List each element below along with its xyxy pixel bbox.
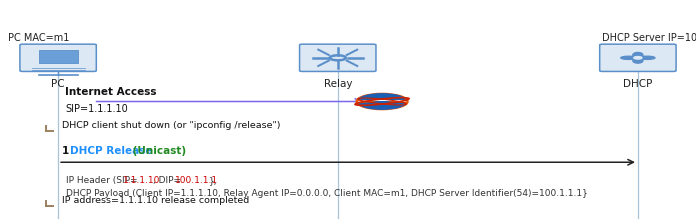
Ellipse shape <box>639 56 655 59</box>
Text: IP Header (SIP=: IP Header (SIP= <box>66 176 138 185</box>
Text: DHCP Payload (Client IP=1.1.1.10, Relay Agent IP=0.0.0.0, Client MAC=m1, DHCP Se: DHCP Payload (Client IP=1.1.1.10, Relay … <box>66 189 588 198</box>
Text: PC: PC <box>52 79 65 89</box>
Text: IP address=1.1.1.10 release completed: IP address=1.1.1.10 release completed <box>61 196 248 205</box>
FancyBboxPatch shape <box>20 44 96 71</box>
Text: Relay: Relay <box>324 79 352 89</box>
Text: DHCP: DHCP <box>623 79 653 89</box>
Ellipse shape <box>633 58 643 63</box>
FancyBboxPatch shape <box>299 44 376 71</box>
Text: (Unicast): (Unicast) <box>129 146 186 156</box>
Text: 100.1.1.1: 100.1.1.1 <box>175 176 219 185</box>
Ellipse shape <box>633 52 643 57</box>
Circle shape <box>356 93 408 110</box>
Wedge shape <box>359 101 405 109</box>
Text: Internet Access: Internet Access <box>65 87 157 97</box>
Text: SIP=1.1.1.10: SIP=1.1.1.10 <box>65 104 127 114</box>
Text: 1: 1 <box>61 146 72 156</box>
Circle shape <box>634 57 642 59</box>
Text: 1.1.1.10: 1.1.1.10 <box>122 176 160 185</box>
Text: PC MAC=m1: PC MAC=m1 <box>8 33 70 43</box>
Ellipse shape <box>621 56 637 59</box>
Wedge shape <box>359 94 405 101</box>
Circle shape <box>361 95 404 108</box>
Text: DHCP client shut down (or "ipconfig /release"): DHCP client shut down (or "ipconfig /rel… <box>61 121 280 130</box>
FancyBboxPatch shape <box>38 50 78 63</box>
FancyBboxPatch shape <box>600 44 676 71</box>
Text: , DIP=: , DIP= <box>152 176 180 185</box>
Text: DHCP Release: DHCP Release <box>70 146 153 156</box>
Text: DHCP Server IP=100.1.1.1: DHCP Server IP=100.1.1.1 <box>603 33 696 43</box>
Text: },: }, <box>209 176 217 185</box>
